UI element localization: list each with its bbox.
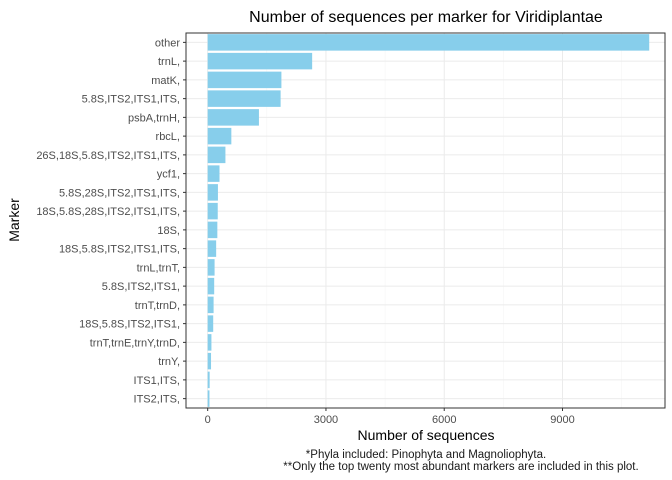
y-tick-label: ITS1,ITS,: [134, 375, 180, 387]
y-axis-title: Marker: [6, 198, 22, 242]
x-tick-labels: 0 3000 6000 9000: [205, 408, 575, 426]
x-axis-title: Number of sequences: [358, 427, 495, 443]
y-tick-label: 26S,18S,5.8S,ITS2,ITS1,ITS,: [36, 150, 180, 162]
x-tick-label: 6000: [432, 414, 456, 426]
y-tick-label: trnL,trnT,: [137, 262, 180, 274]
y-tick-label: 5.8S,ITS2,ITS1,: [102, 281, 180, 293]
bar: [207, 34, 650, 51]
y-tick-label: 18S,5.8S,28S,ITS2,ITS1,ITS,: [36, 206, 180, 218]
y-tick-label: ITS2,ITS,: [134, 394, 180, 406]
y-tick-label: rbcL,: [156, 131, 180, 143]
x-tick-label: 0: [205, 414, 211, 426]
bar: [207, 221, 218, 239]
y-tick-labels: other trnL, matK, 5.8S,ITS2,ITS1,ITS, psbA,t…: [36, 37, 186, 406]
chart-title: Number of sequences per marker for Virid…: [249, 9, 603, 26]
y-tick-label: trnY,: [158, 356, 180, 368]
bar: [207, 90, 281, 107]
bar: [207, 277, 215, 295]
bar: [207, 390, 210, 407]
bar: [207, 71, 282, 89]
y-tick-label: other: [155, 37, 180, 49]
bar: [207, 165, 220, 182]
y-tick-label: ycf1,: [157, 169, 180, 181]
bar: [207, 52, 313, 70]
bar: [207, 184, 218, 201]
panel-border: [185, 32, 666, 409]
bar: [207, 371, 210, 389]
bar: [207, 296, 214, 314]
bar: [207, 202, 218, 220]
bars: [207, 34, 650, 407]
bar: [207, 315, 214, 332]
x-tick-label: 3000: [314, 414, 338, 426]
grid-lines: [186, 33, 665, 408]
y-tick-label: matK,: [151, 75, 180, 87]
y-tick-label: trnT,trnE,trnY,trnD,: [90, 337, 180, 349]
y-tick-label: 18S,5.8S,ITS2,ITS1,ITS,: [59, 244, 180, 256]
y-tick-label: 5.8S,28S,ITS2,ITS1,ITS,: [59, 187, 180, 199]
footnote-top-twenty: **Only the top twenty most abundant mark…: [283, 461, 638, 473]
y-tick-label: 5.8S,ITS2,ITS1,ITS,: [82, 94, 180, 106]
bar: [207, 334, 212, 351]
y-tick-label: trnL,: [158, 56, 180, 68]
y-tick-label: psbA,trnH,: [128, 112, 180, 124]
bar: [207, 259, 215, 276]
bar: [207, 109, 259, 126]
bar: [207, 352, 212, 370]
y-tick-label: trnT,trnD,: [135, 300, 180, 312]
x-tick-label: 9000: [550, 414, 574, 426]
y-tick-label: 18S,5.8S,ITS2,ITS1,: [79, 319, 180, 331]
y-tick-label: 18S,: [157, 225, 180, 237]
footnote-phyla: *Phyla included: Pinophyta and Magnoliop…: [306, 449, 546, 461]
bar: [207, 127, 232, 145]
bar: [207, 240, 217, 257]
bar: [207, 146, 226, 164]
